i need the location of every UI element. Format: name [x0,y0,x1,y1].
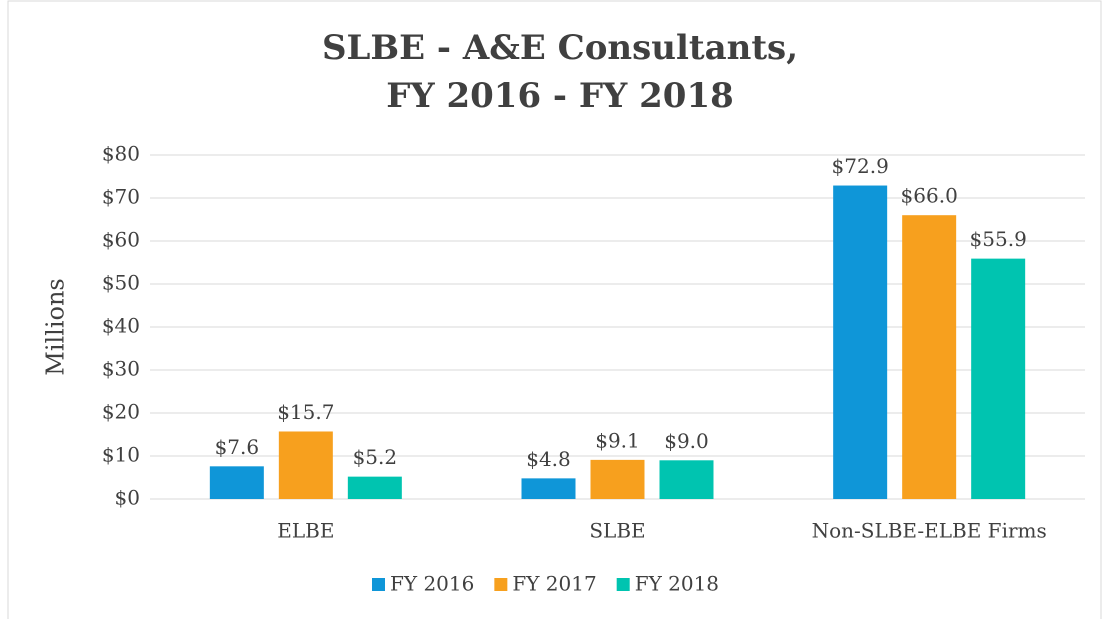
y-tick-label: $0 [115,486,140,510]
data-label: $72.9 [832,154,889,178]
bar [209,466,264,499]
chart-title: SLBE - A&E Consultants, [322,28,798,68]
bar [833,185,888,499]
legend-swatch [494,578,508,591]
y-tick-label: $50 [102,271,140,295]
bar [902,215,957,499]
bar [971,258,1026,499]
x-tick-label: Non-SLBE-ELBE Firms [812,519,1047,543]
y-tick-label: $70 [102,185,140,209]
data-label: $4.8 [526,447,571,471]
y-tick-label: $30 [102,357,140,381]
data-label: $55.9 [970,227,1027,251]
y-axis-label: Millions [42,278,70,376]
data-label: $5.2 [353,445,398,469]
legend-label: FY 2018 [635,572,719,596]
data-label: $9.1 [595,428,640,452]
x-tick-label: SLBE [589,519,645,543]
bar [659,460,714,499]
legend-label: FY 2016 [390,572,474,596]
data-label: $9.0 [664,429,709,453]
legend-swatch [372,578,385,591]
chart-title: FY 2016 - FY 2018 [386,76,734,116]
data-label: $15.7 [277,400,334,424]
legend-label: FY 2017 [512,572,596,596]
data-label: $7.6 [215,435,260,459]
legend-swatch [616,578,630,591]
bar [590,459,645,499]
y-tick-label: $80 [102,142,140,166]
y-tick-label: $10 [102,443,140,467]
bar [278,431,333,499]
y-tick-label: $40 [102,314,140,338]
bar [347,476,402,499]
y-tick-label: $20 [102,400,140,424]
y-tick-label: $60 [102,228,140,252]
bar [521,478,576,499]
x-tick-label: ELBE [277,519,334,543]
data-label: $66.0 [901,184,958,208]
